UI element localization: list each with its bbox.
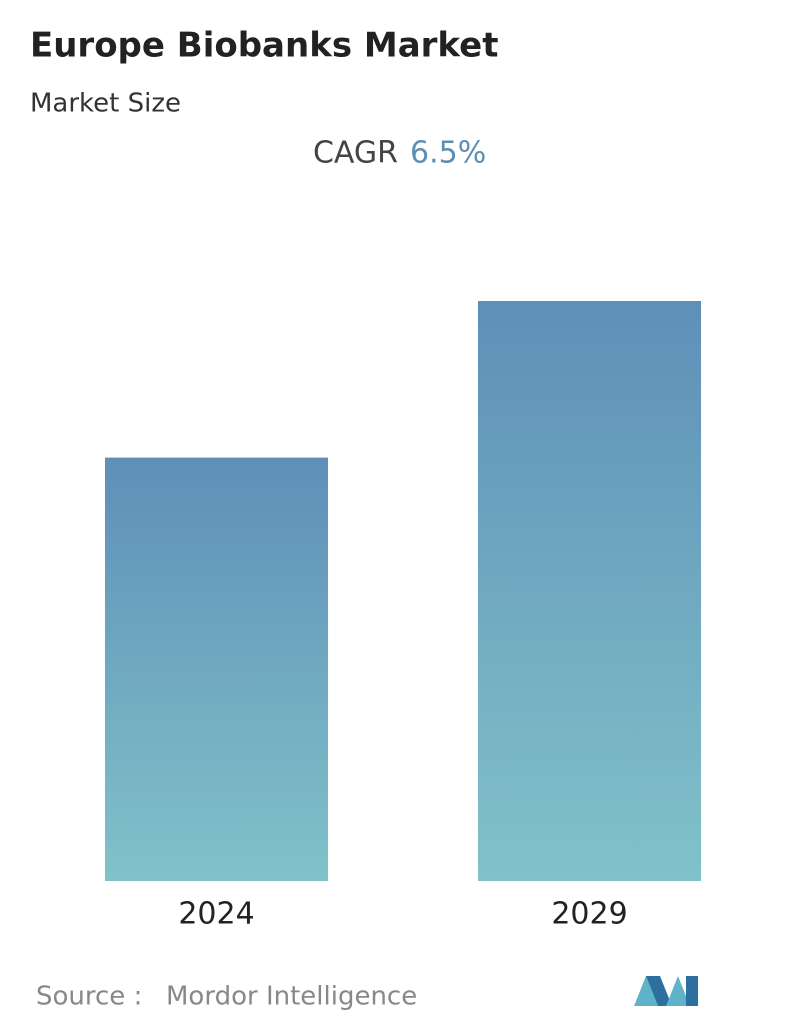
logo bbox=[634, 976, 698, 1006]
bar bbox=[104, 457, 329, 881]
bar bbox=[477, 301, 702, 881]
x-tick-label: 2029 bbox=[551, 897, 627, 932]
x-tick-label: 2024 bbox=[178, 897, 254, 932]
source: Mordor Intelligence bbox=[166, 982, 417, 1012]
cagr-value: 6.5% bbox=[410, 136, 486, 171]
chart-title: Europe Biobanks Market bbox=[30, 26, 498, 66]
cagr-label: CAGR bbox=[313, 136, 398, 171]
source-label: Source : bbox=[36, 982, 142, 1012]
chart-subtitle: Market Size bbox=[30, 89, 181, 119]
